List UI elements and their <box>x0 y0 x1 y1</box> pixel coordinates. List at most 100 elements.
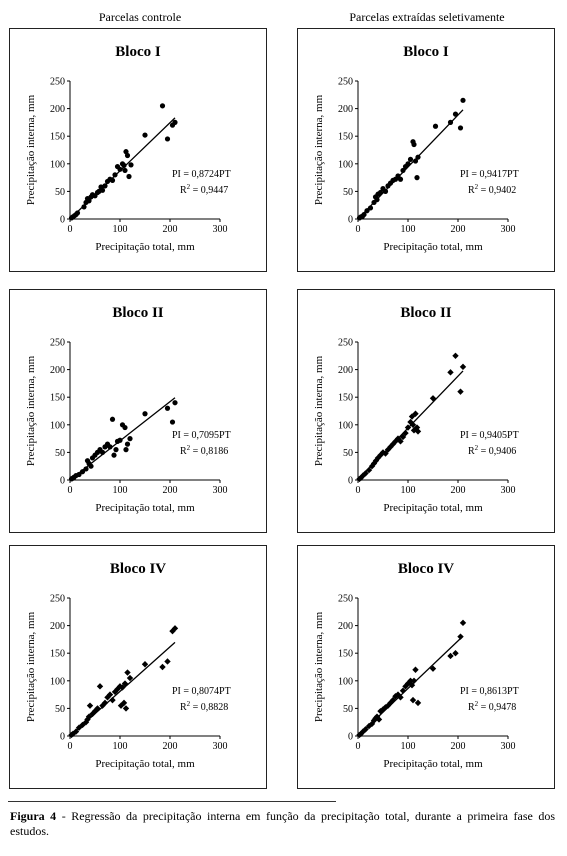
figure-caption: Figura 4 - Regressão da precipitação int… <box>10 809 555 839</box>
r-squared-label: R2 = 0,9406 <box>468 444 516 457</box>
data-point <box>409 696 417 704</box>
data-point <box>99 449 106 455</box>
x-axis-label: Precipitação total, mm <box>383 758 483 770</box>
data-point <box>141 661 149 668</box>
y-tick-label: 150 <box>50 649 65 660</box>
data-point <box>411 141 417 148</box>
data-point <box>370 460 378 467</box>
x-tick-label: 0 <box>68 224 73 235</box>
r-squared-value: = 0,8186 <box>190 446 228 457</box>
y-tick-label: 200 <box>338 104 353 115</box>
y-tick-label: 150 <box>338 393 353 404</box>
y-axis-label: Precipitação interna, mm <box>25 611 37 722</box>
y-tick-label: 250 <box>338 77 353 88</box>
data-point <box>457 125 464 131</box>
x-tick-label: 300 <box>501 741 516 752</box>
r-squared-value: = 0,9447 <box>190 185 228 196</box>
r-squared-superscript: 2 <box>475 444 479 452</box>
y-tick-label: 50 <box>343 704 353 715</box>
data-point <box>121 162 127 169</box>
chart-title: Bloco IV <box>398 561 454 577</box>
y-tick-label: 50 <box>343 187 353 198</box>
x-axis-label: Precipitação total, mm <box>383 502 483 514</box>
data-point <box>124 669 131 676</box>
y-tick-label: 100 <box>338 420 353 431</box>
data-point <box>413 424 421 431</box>
r-squared-value: = 0,9478 <box>478 702 516 713</box>
data-point <box>410 427 418 434</box>
data-point <box>72 728 80 735</box>
y-tick-label: 200 <box>50 621 65 632</box>
data-point <box>164 658 171 665</box>
y-tick-label: 50 <box>55 187 65 198</box>
x-tick-label: 200 <box>163 485 178 496</box>
y-tick-label: 100 <box>338 676 353 687</box>
data-point <box>432 123 439 129</box>
y-tick-label: 150 <box>338 132 353 143</box>
data-point <box>397 694 404 701</box>
r-squared-label: R2 = 0,8186 <box>180 444 228 457</box>
data-point <box>124 152 131 159</box>
x-axis-label: Precipitação total, mm <box>95 758 195 770</box>
y-axis-label: Precipitação interna, mm <box>313 94 325 205</box>
x-tick-label: 300 <box>213 224 228 235</box>
x-tick-label: 300 <box>213 485 228 496</box>
x-tick-label: 300 <box>501 224 516 235</box>
x-axis-label: Precipitação total, mm <box>95 241 195 253</box>
data-point <box>389 696 397 704</box>
data-point <box>365 466 373 474</box>
y-axis-label: Precipitação interna, mm <box>313 355 325 466</box>
data-point <box>109 696 116 704</box>
y-tick-label: 50 <box>343 448 353 459</box>
data-point <box>121 680 129 687</box>
x-tick-label: 200 <box>451 741 466 752</box>
y-tick-label: 100 <box>50 420 65 431</box>
data-point <box>102 183 108 189</box>
data-point <box>382 704 389 711</box>
data-point <box>120 699 128 707</box>
data-point <box>128 162 134 168</box>
data-point <box>412 666 419 673</box>
data-point <box>397 438 404 445</box>
data-point <box>109 177 116 183</box>
x-tick-label: 0 <box>68 741 73 752</box>
data-point <box>172 119 178 125</box>
r-squared-value: = 0,9402 <box>478 185 516 196</box>
data-point <box>361 211 367 218</box>
y-tick-label: 0 <box>348 476 353 487</box>
x-axis-label: Precipitação total, mm <box>383 241 483 253</box>
x-axis-label: Precipitação total, mm <box>95 502 195 514</box>
x-tick-label: 0 <box>356 741 361 752</box>
r-squared-superscript: 2 <box>187 700 191 708</box>
data-point <box>405 161 411 167</box>
data-point <box>117 166 123 172</box>
chart-title: Bloco IV <box>110 561 166 577</box>
r-squared-superscript: 2 <box>475 700 479 708</box>
data-point <box>460 97 466 103</box>
regression-equation: PI = 0,9417PT <box>460 169 519 180</box>
data-point <box>415 154 421 160</box>
chart-panel-bloco-2-control: Bloco II 0 50 100 150 200 250 0 100 200 300 Precipi… <box>9 289 267 533</box>
r-squared-value: = 0,8828 <box>190 702 228 713</box>
x-tick-label: 100 <box>401 741 416 752</box>
data-point <box>452 352 459 359</box>
r-squared-letter: R <box>180 702 187 713</box>
data-point <box>412 158 419 164</box>
data-point <box>122 424 128 431</box>
data-point <box>429 395 437 402</box>
y-tick-label: 150 <box>50 393 65 404</box>
r-squared-label: R2 = 0,9447 <box>180 183 228 196</box>
y-axis-label: Precipitação interna, mm <box>25 94 37 205</box>
x-tick-label: 200 <box>451 485 466 496</box>
x-tick-label: 100 <box>401 485 416 496</box>
r-squared-letter: R <box>180 185 187 196</box>
caption-text: - Regressão da precipitação interna em f… <box>10 809 555 838</box>
y-tick-label: 0 <box>348 215 353 226</box>
data-point <box>379 449 387 456</box>
y-tick-label: 200 <box>338 365 353 376</box>
data-point <box>112 172 118 178</box>
x-tick-label: 200 <box>163 741 178 752</box>
x-tick-label: 0 <box>356 224 361 235</box>
y-tick-label: 100 <box>50 676 65 687</box>
data-point <box>79 469 86 475</box>
